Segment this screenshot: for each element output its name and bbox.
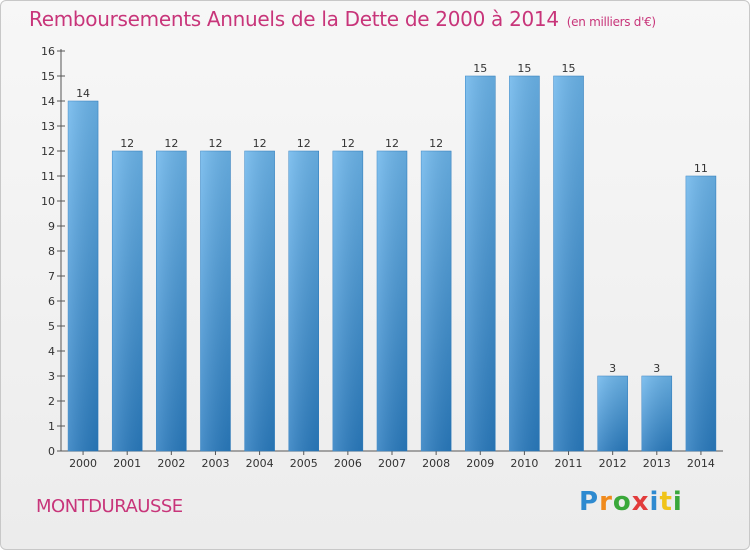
y-tick-label: 2 (48, 395, 55, 408)
bar-shade-2005 (288, 151, 319, 451)
value-label-2002: 12 (164, 137, 178, 150)
y-tick-label: 12 (41, 145, 55, 158)
value-label-2010: 15 (517, 62, 531, 75)
y-tick-label: 15 (41, 70, 55, 83)
y-tick-label: 6 (48, 295, 55, 308)
chart-title-text: Remboursements Annuels de la Dette de 20… (29, 7, 559, 31)
chart-bars (67, 75, 717, 452)
bar-shade-2003 (200, 151, 231, 451)
x-tick-label-2003: 2003 (201, 457, 229, 470)
value-label-2011: 15 (562, 62, 576, 75)
y-tick-label: 9 (48, 220, 55, 233)
x-tick-label-2004: 2004 (246, 457, 274, 470)
y-tick-label: 3 (48, 370, 55, 383)
value-label-2008: 12 (429, 137, 443, 150)
y-tick-label: 7 (48, 270, 55, 283)
bar-shade-2007 (377, 151, 407, 451)
bar-shade-2000 (68, 101, 99, 451)
value-label-2014: 11 (694, 162, 708, 175)
value-label-2004: 12 (253, 137, 267, 150)
y-tick-label: 14 (41, 95, 55, 108)
y-tick-label: 5 (48, 320, 55, 333)
x-tick-label-2001: 2001 (113, 457, 141, 470)
x-tick-label-2007: 2007 (378, 457, 406, 470)
y-tick-label: 0 (48, 445, 55, 458)
x-tick-label-2012: 2012 (599, 457, 627, 470)
bar-shade-2001 (112, 151, 143, 451)
x-tick-label-2006: 2006 (334, 457, 362, 470)
bar-shade-2002 (156, 151, 187, 451)
value-label-2007: 12 (385, 137, 399, 150)
value-label-2001: 12 (120, 137, 134, 150)
bar-shade-2008 (421, 151, 452, 451)
value-label-2000: 14 (76, 87, 90, 100)
value-label-2003: 12 (208, 137, 222, 150)
x-tick-label-2000: 2000 (69, 457, 97, 470)
y-tick-label: 10 (41, 195, 55, 208)
bar-shade-2006 (332, 151, 363, 451)
bar-shade-2012 (597, 376, 628, 451)
x-tick-label-2008: 2008 (422, 457, 450, 470)
y-tick-label: 4 (48, 345, 55, 358)
commune-name: MONTDURAUSSE (36, 496, 183, 517)
x-tick-label-2011: 2011 (555, 457, 583, 470)
chart-title: Remboursements Annuels de la Dette de 20… (29, 7, 656, 31)
bar-shade-2010 (509, 76, 540, 451)
x-tick-label-2013: 2013 (643, 457, 671, 470)
bar-shade-2009 (465, 76, 496, 451)
bar-shade-2011 (553, 76, 584, 451)
chart-value-labels: 14 12 12 12 12 12 12 12 12 15 15 15 3 3 11 (76, 62, 708, 375)
bar-shade-2004 (244, 151, 275, 451)
x-tick-label-2009: 2009 (466, 457, 494, 470)
x-tick-label-2002: 2002 (157, 457, 185, 470)
y-tick-label: 8 (48, 245, 55, 258)
proxiti-logo: Proxiti (579, 487, 683, 517)
y-tick-label: 11 (41, 170, 55, 183)
y-tick-label: 13 (41, 120, 55, 133)
bar-shade-2013 (641, 376, 672, 451)
x-tick-label-2014: 2014 (687, 457, 715, 470)
chart-unit: (en milliers d'€) (566, 15, 656, 29)
value-label-2009: 15 (473, 62, 487, 75)
y-tick-label: 16 (41, 45, 55, 58)
value-label-2006: 12 (341, 137, 355, 150)
y-tick-label: 1 (48, 420, 55, 433)
x-tick-label-2010: 2010 (510, 457, 538, 470)
value-label-2005: 12 (297, 137, 311, 150)
value-label-2012: 3 (609, 362, 616, 375)
x-tick-label-2005: 2005 (290, 457, 318, 470)
value-label-2013: 3 (653, 362, 660, 375)
bar-shade-2014 (685, 176, 716, 451)
